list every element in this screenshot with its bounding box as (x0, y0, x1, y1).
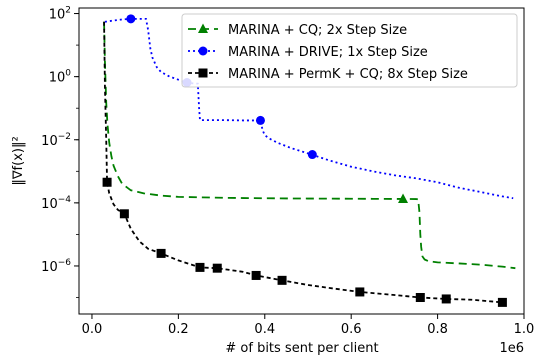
legend-label-1: MARINA + CQ; 2x Step Size (228, 23, 407, 38)
y-tick-label: 10−2 (41, 132, 71, 149)
series-marker-3 (156, 248, 166, 258)
series-marker-1 (398, 193, 409, 203)
x-tick-label: 0.0 (82, 322, 103, 337)
series-marker-3 (497, 297, 507, 307)
series-marker-3 (251, 270, 261, 280)
series-marker-3 (102, 177, 112, 187)
y-axis: 102 100 10−2 10−4 10−6 (41, 6, 79, 298)
plot-frame (78, 7, 525, 315)
series-marker-2 (307, 150, 317, 160)
x-offset-label: 1e6 (499, 341, 524, 356)
x-axis-label: # of bits sent per client (225, 341, 378, 356)
series-marker-3 (441, 294, 451, 304)
legend-label-2: MARINA + DRIVE; 1x Step Size (228, 45, 428, 60)
series-marker-2 (255, 115, 265, 125)
x-tick-label: 0.6 (341, 322, 362, 337)
legend-label-3: MARINA + PermK + CQ; 8x Step Size (228, 67, 468, 82)
x-tick-label: 0.8 (427, 322, 448, 337)
legend-marker-1 (198, 23, 208, 33)
series-marker-3 (119, 209, 129, 219)
series-marker-3 (355, 287, 365, 297)
legend-marker-3 (198, 68, 208, 78)
x-tick-label: 0.4 (254, 322, 275, 337)
series-line-2 (104, 17, 514, 200)
series-marker-3 (277, 275, 287, 285)
legend-box (181, 13, 518, 88)
series-line-1 (103, 21, 516, 270)
series-marker-3 (415, 293, 425, 303)
x-tick-label: 0.2 (168, 322, 189, 337)
y-tick-label: 10−4 (41, 195, 71, 212)
series-marker-2 (126, 14, 136, 24)
series-marker-3 (212, 263, 222, 273)
x-axis: 0.0 0.2 0.4 0.6 0.8 1.0 (82, 314, 534, 337)
legend: MARINA + CQ; 2x Step Size MARINA + DRIVE;… (181, 13, 518, 88)
y-axis-label: ‖∇f(x)‖² (11, 136, 26, 185)
x-tick-label: 1.0 (514, 322, 534, 337)
y-tick-label: 102 (49, 6, 71, 23)
legend-marker-2 (198, 46, 208, 56)
y-tick-label: 10−6 (41, 258, 71, 275)
series-marker-3 (195, 262, 205, 272)
y-tick-label: 100 (49, 69, 72, 86)
